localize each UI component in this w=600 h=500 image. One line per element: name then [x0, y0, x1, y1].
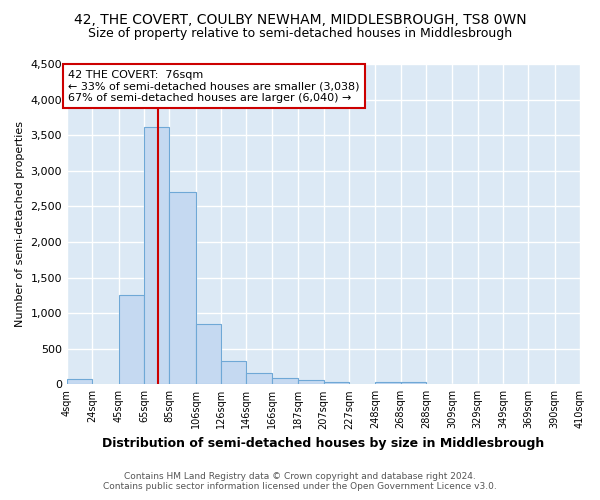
Bar — [298, 380, 323, 384]
Bar — [196, 324, 221, 384]
Bar — [119, 296, 144, 384]
Bar — [376, 382, 401, 384]
Text: Size of property relative to semi-detached houses in Middlesbrough: Size of property relative to semi-detach… — [88, 28, 512, 40]
Bar — [144, 126, 169, 384]
Bar — [247, 374, 272, 384]
Bar — [169, 192, 196, 384]
Text: Contains HM Land Registry data © Crown copyright and database right 2024.
Contai: Contains HM Land Registry data © Crown c… — [103, 472, 497, 491]
Text: 42, THE COVERT, COULBY NEWHAM, MIDDLESBROUGH, TS8 0WN: 42, THE COVERT, COULBY NEWHAM, MIDDLESBR… — [74, 12, 526, 26]
Bar — [323, 382, 349, 384]
X-axis label: Distribution of semi-detached houses by size in Middlesbrough: Distribution of semi-detached houses by … — [103, 437, 545, 450]
Text: 42 THE COVERT:  76sqm
← 33% of semi-detached houses are smaller (3,038)
67% of s: 42 THE COVERT: 76sqm ← 33% of semi-detac… — [68, 70, 360, 103]
Bar — [401, 382, 426, 384]
Bar — [221, 361, 247, 384]
Y-axis label: Number of semi-detached properties: Number of semi-detached properties — [15, 121, 25, 327]
Bar — [67, 378, 92, 384]
Bar — [272, 378, 298, 384]
